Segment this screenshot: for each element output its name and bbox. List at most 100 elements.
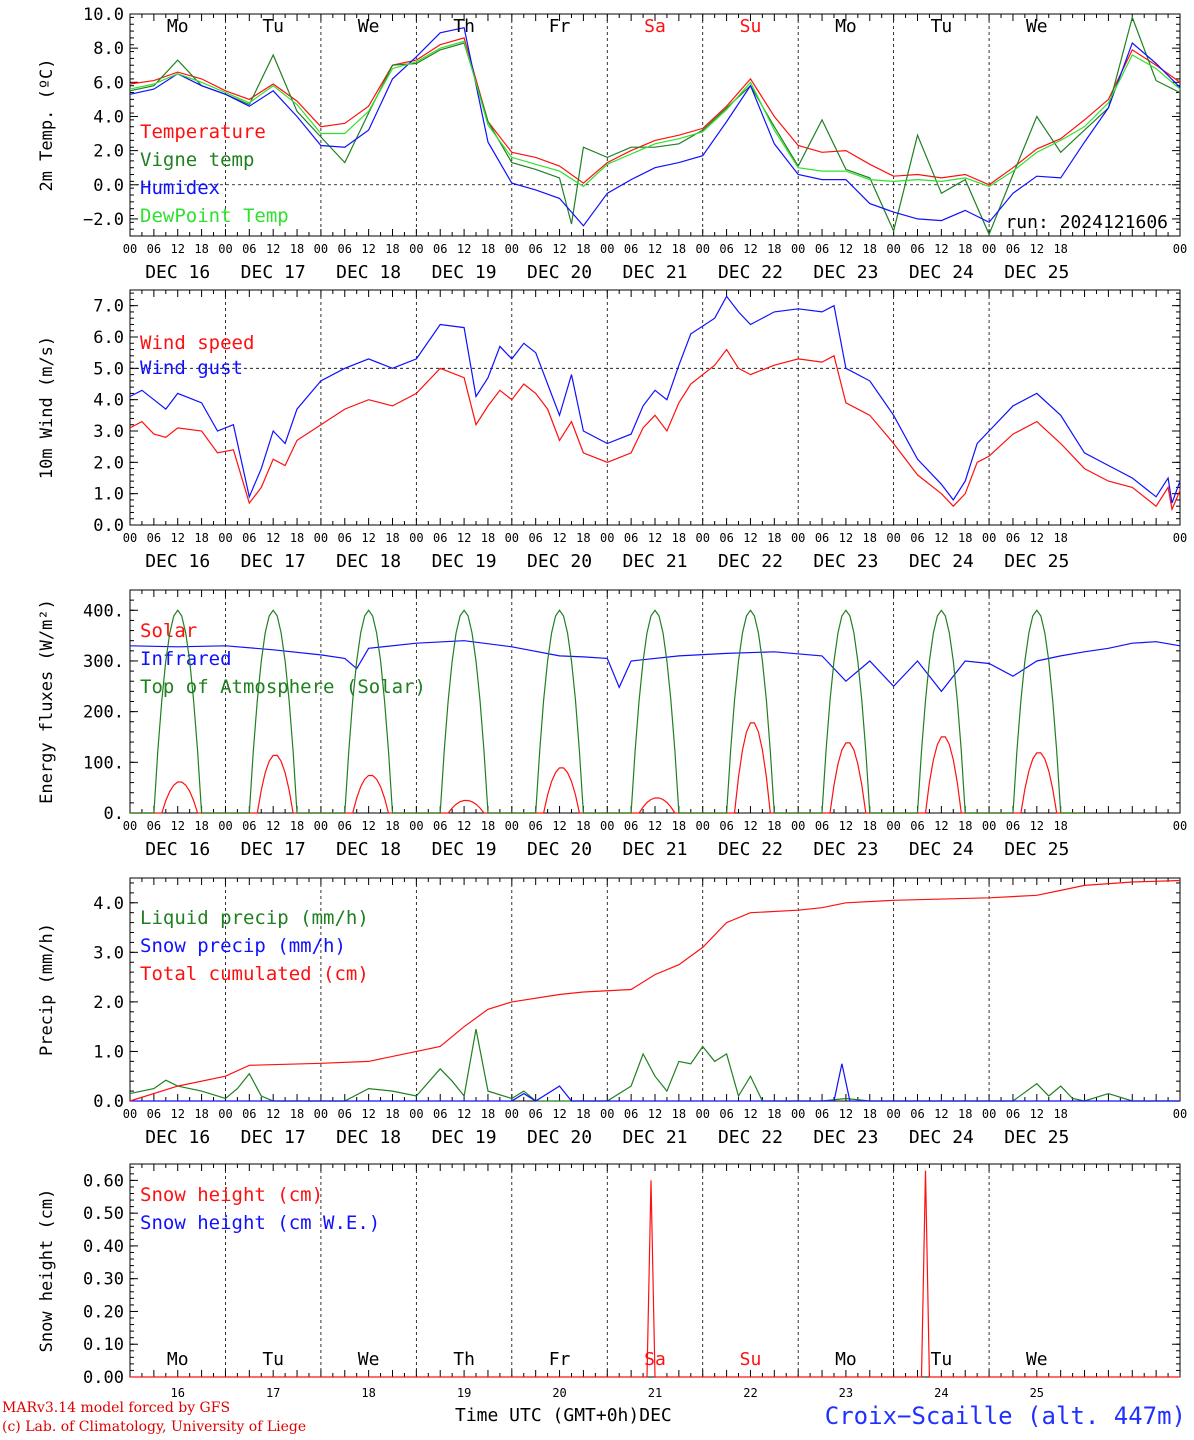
- panel-energy: 0. 100. 200. 300. 400. Energy fluxes (W/m²) 00…: [37, 589, 1187, 860]
- date-label: DEC 20: [527, 551, 592, 572]
- hour-tick-label: 00: [600, 1107, 614, 1121]
- hour-tick-label: 06: [338, 1107, 352, 1121]
- hour-tick-label: 00: [982, 819, 996, 833]
- hour-tick-label: 06: [624, 1107, 638, 1121]
- hour-tick-label: 18: [194, 242, 208, 256]
- hour-tick-label: 06: [910, 242, 924, 256]
- hour-tick-label: 00: [982, 1107, 996, 1121]
- legend-entry: Snow height (cm W.E.): [140, 1212, 380, 1234]
- hour-tick-label: 12: [934, 242, 948, 256]
- series-line: [129, 26, 1181, 227]
- date-label: DEC 21: [622, 262, 687, 283]
- date-label: DEC 16: [145, 262, 210, 283]
- hour-tick-label: 06: [815, 242, 829, 256]
- y-tick-label: 0.0: [93, 176, 124, 196]
- weekday-label: Mo: [167, 1349, 189, 1370]
- day-number-label: 20: [552, 1386, 566, 1400]
- weekday-label: Mo: [167, 16, 189, 37]
- y-axis-label: Precip (mm/h): [37, 923, 57, 1056]
- hour-tick-label: 06: [242, 819, 256, 833]
- hour-tick-label: 12: [1030, 531, 1044, 545]
- hour-tick-label: 00: [982, 242, 996, 256]
- hour-tick-label: 00: [791, 1107, 805, 1121]
- hour-tick-label: 00: [886, 242, 900, 256]
- weekday-label: We: [1026, 16, 1048, 37]
- weekday-label: Mo: [835, 1349, 857, 1370]
- weekday-label: Fr: [549, 1349, 571, 1370]
- hour-tick-label: 18: [385, 531, 399, 545]
- hour-tick-label: 00: [409, 242, 423, 256]
- y-tick-label: 0.60: [83, 1171, 124, 1191]
- series-line: [130, 1063, 1180, 1102]
- legend-entry: Temperature: [140, 121, 266, 143]
- hour-tick-label: 00: [123, 1107, 137, 1121]
- hour-tick-label: 18: [576, 531, 590, 545]
- hour-tick-label: 00: [1173, 819, 1187, 833]
- hour-tick-label: 18: [194, 819, 208, 833]
- weekday-label: We: [1026, 1349, 1048, 1370]
- hour-tick-label: 18: [767, 242, 781, 256]
- hour-tick-label: 18: [863, 1107, 877, 1121]
- hour-tick-label: 06: [242, 1107, 256, 1121]
- time-axis-title: Time UTC (GMT+0h): [455, 1405, 640, 1426]
- y-tick-label: 0.0: [93, 516, 124, 536]
- hour-tick-label: 00: [314, 242, 328, 256]
- date-label: DEC 25: [1004, 551, 1069, 572]
- lab-credit: (c) Lab. of Climatology, University of L…: [2, 1419, 307, 1435]
- hour-tick-label: 06: [1006, 1107, 1020, 1121]
- series-line: [130, 1170, 1180, 1378]
- y-tick-label: 100.: [83, 753, 124, 773]
- day-number-label: 25: [1030, 1386, 1044, 1400]
- meteogram: −2.0 0.0 2.0 4.0 6.0 8.0 10.0 2m Temp. (ºC) 00 06…: [37, 5, 1187, 1400]
- hour-tick-label: 00: [791, 819, 805, 833]
- hour-tick-label: 12: [839, 1107, 853, 1121]
- hour-tick-label: 18: [385, 1107, 399, 1121]
- hour-tick-label: 18: [672, 242, 686, 256]
- y-tick-label: −2.0: [83, 210, 124, 230]
- weekday-label: Mo: [835, 16, 857, 37]
- series-line: [129, 37, 1181, 186]
- hour-tick-label: 00: [218, 531, 232, 545]
- y-tick-label: 4.0: [93, 894, 124, 914]
- hour-tick-label: 18: [385, 819, 399, 833]
- date-label: DEC 18: [336, 839, 401, 860]
- hour-tick-label: 12: [457, 531, 471, 545]
- weekday-label: Sa: [644, 16, 666, 37]
- hour-tick-label: 00: [505, 242, 519, 256]
- hour-tick-label: 06: [433, 242, 447, 256]
- hour-tick-label: 12: [266, 819, 280, 833]
- legend-entry: Humidex: [140, 177, 220, 199]
- y-tick-label: 0.: [104, 804, 124, 824]
- hour-tick-label: 06: [624, 819, 638, 833]
- hour-tick-label: 12: [648, 242, 662, 256]
- date-label: DEC 18: [336, 551, 401, 572]
- hour-tick-label: 06: [147, 242, 161, 256]
- hour-tick-label: 00: [1173, 1107, 1187, 1121]
- hour-tick-label: 18: [1053, 531, 1067, 545]
- date-label: DEC 23: [813, 839, 878, 860]
- hour-tick-label: 12: [266, 242, 280, 256]
- hour-tick-label: 12: [361, 1107, 375, 1121]
- hour-tick-label: 06: [719, 531, 733, 545]
- date-label: DEC 18: [336, 1127, 401, 1148]
- y-tick-label: 3.0: [93, 422, 124, 442]
- date-label: DEC 22: [718, 1127, 783, 1148]
- hour-tick-label: 12: [361, 242, 375, 256]
- weekday-label: Tu: [262, 16, 284, 37]
- station-name: Croix−Scaille (alt. 447m): [824, 1402, 1186, 1430]
- hour-tick-label: 18: [958, 531, 972, 545]
- hour-tick-label: 06: [338, 531, 352, 545]
- hour-tick-label: 00: [409, 531, 423, 545]
- hour-tick-label: 18: [958, 1107, 972, 1121]
- hour-tick-label: 12: [934, 1107, 948, 1121]
- hour-tick-label: 00: [123, 242, 137, 256]
- hour-tick-label: 06: [528, 531, 542, 545]
- hour-tick-label: 12: [743, 819, 757, 833]
- weekday-label: We: [358, 16, 380, 37]
- hour-tick-label: 00: [409, 1107, 423, 1121]
- hour-tick-label: 18: [1053, 1107, 1067, 1121]
- legend-entry: Wind speed: [140, 332, 254, 354]
- legend-entry: Vigne temp: [140, 149, 254, 171]
- hour-tick-label: 06: [910, 531, 924, 545]
- hour-tick-label: 00: [886, 819, 900, 833]
